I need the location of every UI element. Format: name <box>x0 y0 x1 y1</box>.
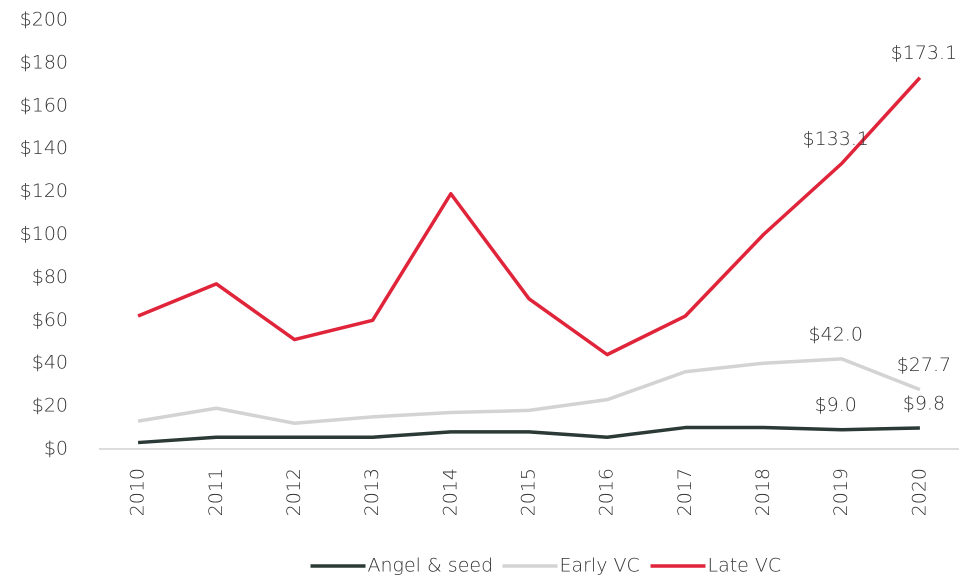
x-tick-label: 2010 <box>127 468 149 516</box>
x-tick-label: 2014 <box>439 468 461 516</box>
x-tick-label: 2013 <box>361 468 383 516</box>
y-tick-label: $200 <box>20 9 68 31</box>
y-tick-label: $180 <box>20 51 68 73</box>
legend-label: Angel & seed <box>368 555 494 577</box>
x-tick-label: 2011 <box>205 468 227 516</box>
x-tick-label: 2015 <box>518 468 540 516</box>
data-label: $42.0 <box>809 323 863 345</box>
x-tick-label: 2020 <box>908 468 930 516</box>
y-tick-label: $40 <box>32 352 68 374</box>
x-tick-label: 2018 <box>752 468 774 516</box>
data-label: $27.7 <box>897 354 951 376</box>
series-line <box>137 357 921 426</box>
y-tick-label: $140 <box>20 137 68 159</box>
legend-label: Early VC <box>560 555 640 577</box>
y-tick-label: $80 <box>32 266 68 288</box>
data-label: $9.8 <box>903 392 945 414</box>
y-tick-label: $20 <box>32 395 68 417</box>
legend-label: Late VC <box>708 555 782 577</box>
y-tick-label: $0 <box>44 438 68 460</box>
series-line <box>137 76 922 357</box>
data-label: $173.1 <box>891 42 957 64</box>
y-tick-label: $60 <box>32 309 68 331</box>
y-tick-label: $120 <box>20 180 68 202</box>
series-line <box>137 425 920 445</box>
x-tick-label: 2019 <box>830 468 852 516</box>
data-label: $133.1 <box>802 128 868 150</box>
x-tick-label: 2012 <box>283 468 305 516</box>
x-tick-label: 2016 <box>596 468 618 516</box>
x-tick-label: 2017 <box>674 468 696 516</box>
data-label: $9.0 <box>815 394 857 416</box>
y-tick-label: $100 <box>20 223 68 245</box>
y-tick-label: $160 <box>20 94 68 116</box>
